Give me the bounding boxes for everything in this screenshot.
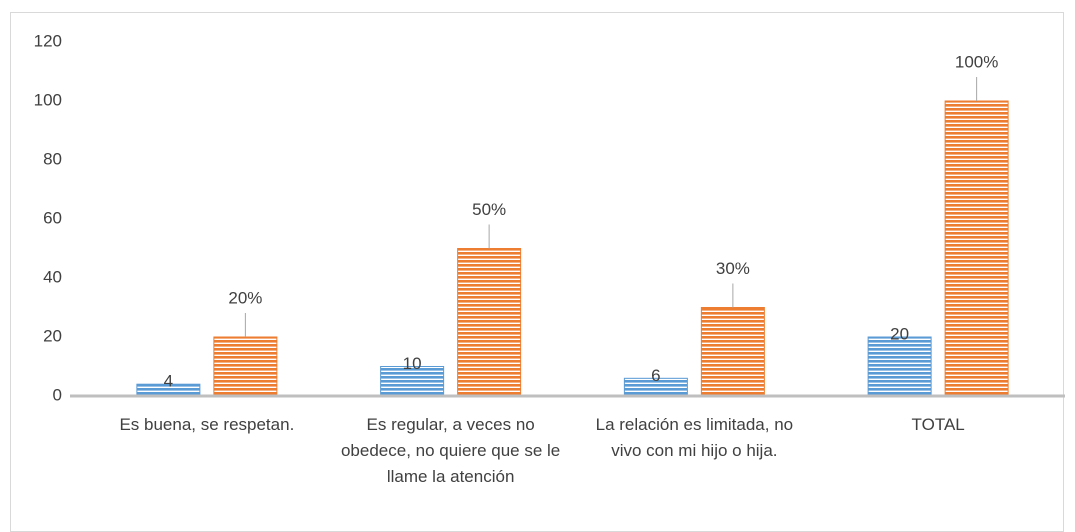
x-tick-label: TOTAL: [911, 415, 965, 434]
y-tick-label: 40: [43, 267, 62, 286]
data-label: 100%: [955, 52, 998, 71]
data-label: 4: [164, 371, 173, 390]
data-label: 10: [403, 354, 422, 373]
y-tick-label: 60: [43, 208, 62, 227]
bar: [457, 248, 522, 397]
data-label: 6: [651, 366, 660, 385]
data-label: 30%: [716, 259, 750, 278]
x-tick-label: Es buena, se respetan.: [119, 415, 295, 434]
data-label: 20: [890, 324, 909, 343]
bar: [867, 336, 932, 397]
bar: [700, 307, 765, 397]
data-label: 50%: [472, 200, 506, 219]
y-tick-label: 80: [43, 149, 62, 168]
bar: [944, 100, 1009, 397]
x-tick-label: Es regular, a veces no obedece, no quier…: [340, 415, 561, 486]
data-label: 20%: [228, 288, 262, 307]
y-tick-label: 120: [34, 31, 62, 50]
y-tick-label: 0: [53, 385, 62, 404]
bar: [213, 336, 278, 397]
x-tick-label: La relación es limitada, no vivo con mi …: [595, 415, 794, 460]
y-tick-label: 100: [34, 90, 62, 109]
y-tick-label: 20: [43, 326, 62, 345]
